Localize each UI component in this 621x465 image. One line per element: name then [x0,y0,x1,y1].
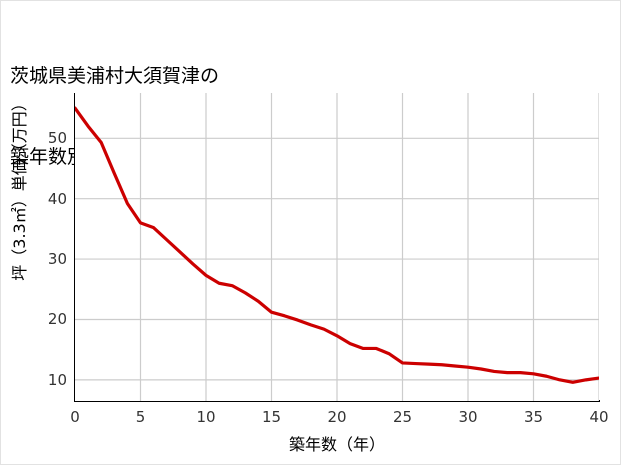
y-tick-label: 40 [47,189,67,208]
data-line-series [75,106,599,384]
y-tick-label: 10 [47,370,67,389]
x-tick-label: 20 [327,408,347,426]
y-axis-label: 坪（3.3㎡）単価（万円） [10,95,29,281]
x-tick-label: 10 [196,408,216,426]
plot-area [75,93,599,401]
x-axis-line [74,400,600,402]
grid-lines [75,93,599,401]
x-tick-label: 15 [261,408,282,426]
x-axis-label: 築年数（年） [288,435,385,454]
y-tick-label: 20 [47,310,67,329]
y-tick-label: 30 [47,250,67,269]
x-tick-label: 5 [135,408,146,426]
x-tick-label: 35 [523,408,544,426]
y-tick-label: 50 [47,129,67,148]
x-tick-label: 25 [392,408,413,426]
x-tick-label: 30 [458,408,478,426]
x-tick-label: 0 [70,408,80,426]
x-tick-label: 40 [589,408,609,426]
series-path [75,106,599,384]
chart-title-line-1: 茨城県美浦村大須賀津の [10,65,220,87]
